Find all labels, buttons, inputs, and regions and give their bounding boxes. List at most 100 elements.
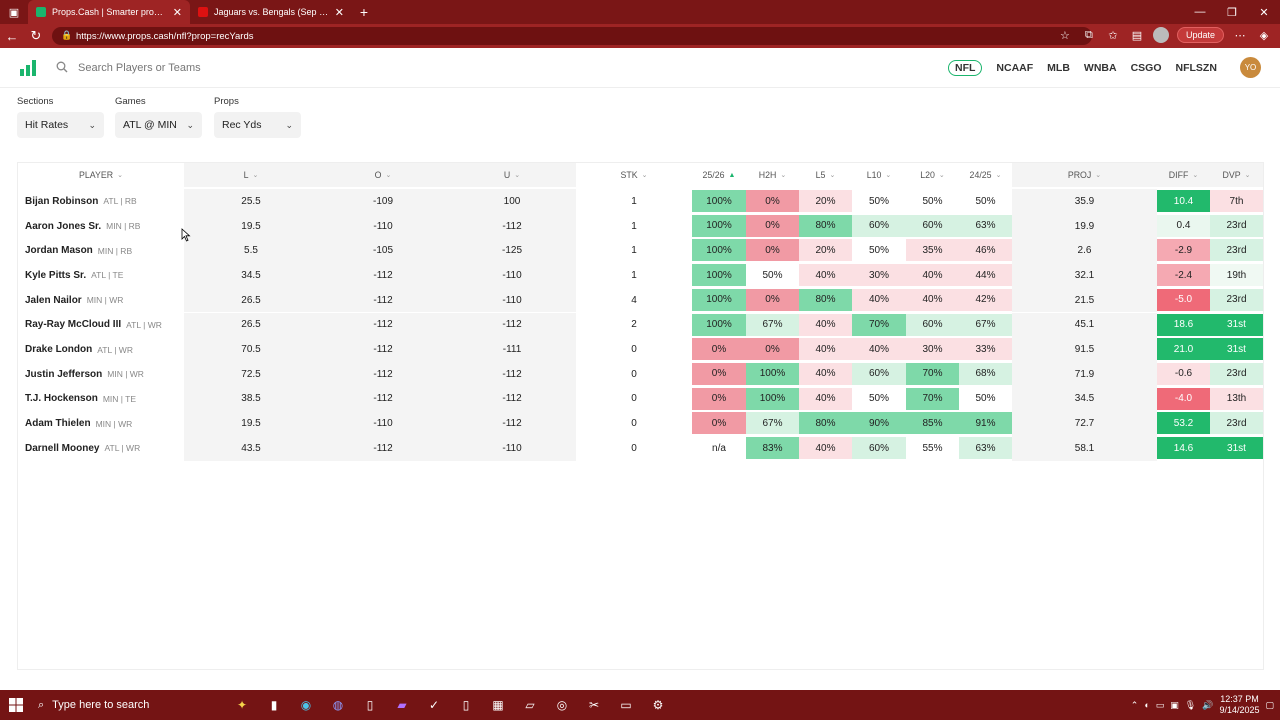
player-name[interactable]: Ray-Ray McCloud III (25, 319, 122, 331)
player-name[interactable]: Adam Thielen (25, 418, 91, 430)
header-projection[interactable]: PROJ ⌄ (1012, 163, 1157, 187)
header-diff[interactable]: DIFF ⌄ (1157, 163, 1210, 187)
settings-gear-icon[interactable]: ⚙ (652, 698, 664, 712)
table-row[interactable]: Ray-Ray McCloud III ATL | WR 26.5 -112 -112 2… (18, 312, 1263, 338)
capcut-icon[interactable]: ✂ (588, 698, 600, 712)
tab-jaguars-bengals[interactable]: Jaguars vs. Bengals (Sep 14, 2025 ✕ (190, 0, 352, 24)
red-app-icon[interactable]: ▮ (270, 698, 278, 712)
player-name[interactable]: Bijan Robinson (25, 195, 99, 207)
url-field[interactable]: 🔒 https://www.props.cash/nfl?prop=recYar… (52, 27, 1092, 45)
header-season-2425[interactable]: 24/25 ⌄ (959, 163, 1012, 187)
photos-icon[interactable]: ▦ (492, 698, 504, 712)
update-button[interactable]: Update (1176, 27, 1224, 43)
favorite-star-icon[interactable]: ☆ (1060, 29, 1070, 42)
table-row[interactable]: Kyle Pitts Sr. ATL | TE 34.5 -112 -110 1 100% 5… (18, 263, 1263, 288)
taskbar-search[interactable]: ⌕ Type here to search (32, 690, 222, 720)
table-row[interactable]: Drake London ATL | WR 70.5 -112 -111 0 0% 0% 40%… (18, 337, 1263, 362)
sections-select[interactable]: Hit Rates ⌄ (17, 112, 104, 138)
close-window-icon[interactable]: ✕ (1259, 6, 1269, 19)
notepad-icon[interactable]: ▱ (525, 698, 535, 712)
header-last10[interactable]: L10 ⌄ (852, 163, 906, 187)
player-name[interactable]: Justin Jefferson (25, 368, 103, 380)
league-wnba[interactable]: WNBA (1083, 62, 1117, 74)
clock[interactable]: 12:37 PM 9/14/2025 (1219, 694, 1259, 716)
player-name[interactable]: Drake London (25, 344, 93, 356)
cell-season-2425: 44% (959, 264, 1012, 287)
purple-app-icon[interactable]: ▰ (397, 698, 407, 712)
header-under-odds[interactable]: U ⌄ (448, 163, 576, 187)
new-tab-icon[interactable]: + (359, 4, 369, 20)
url-text: https://www.props.cash/nfl?prop=recYards (76, 30, 254, 42)
refresh-icon[interactable]: ↻ (30, 28, 42, 43)
league-nflszn[interactable]: NFLSZN (1175, 62, 1217, 74)
header-h2h[interactable]: H2H ⌄ (746, 163, 799, 187)
chrome-icon[interactable]: ◎ (556, 698, 568, 712)
profile-avatar-icon[interactable] (1152, 27, 1169, 43)
table-row[interactable]: Aaron Jones Sr. MIN | RB 19.5 -110 -112 1 100%… (18, 213, 1263, 239)
table-row[interactable]: Darnell Mooney ATL | WR 43.5 -112 -110 0 n/a 83… (18, 436, 1263, 461)
search-input[interactable] (78, 60, 318, 76)
header-line[interactable]: L ⌄ (184, 163, 318, 187)
table-row[interactable]: Jordan Mason MIN | RB 5.5 -105 -125 1 100% 0% 20… (18, 238, 1263, 264)
chevron-down-icon: ⌄ (88, 119, 96, 130)
copilot-icon[interactable]: ◈ (1259, 29, 1269, 42)
drive-icon[interactable]: ▣ (1170, 699, 1179, 710)
player-name[interactable]: Jordan Mason (25, 245, 93, 257)
user-avatar[interactable]: YO (1240, 57, 1261, 78)
discord-icon[interactable]: ◍ (332, 698, 344, 712)
league-csgo[interactable]: CSGO (1130, 62, 1162, 74)
player-name[interactable]: Kyle Pitts Sr. (25, 269, 87, 281)
favorites-icon[interactable]: ✩ (1108, 29, 1118, 42)
table-row[interactable]: T.J. Hockenson MIN | TE 38.5 -112 -112 0 0% 100… (18, 386, 1263, 412)
table-row[interactable]: Jalen Nailor MIN | WR 26.5 -112 -110 4 100% 0% 8… (18, 287, 1263, 313)
table-row[interactable]: Adam Thielen MIN | WR 19.5 -110 -112 0 0% 67% 80… (18, 411, 1263, 436)
speaker-icon[interactable]: 🔊 (1202, 699, 1214, 710)
more-options-icon[interactable]: ⋯ (1234, 29, 1246, 42)
collections-icon[interactable]: ▤ (1131, 29, 1143, 42)
header-season-2526[interactable]: 25/26 ▲ (692, 163, 746, 187)
extensions-icon[interactable]: ⧉ (1085, 28, 1093, 41)
props-select[interactable]: Rec Yds ⌄ (214, 112, 301, 138)
player-name[interactable]: Aaron Jones Sr. (25, 220, 102, 232)
league-ncaaf[interactable]: NCAAF (996, 62, 1034, 74)
document-icon[interactable]: ▯ (462, 698, 470, 712)
header-streak[interactable]: STK ⌄ (576, 163, 692, 187)
close-tab-icon[interactable]: ✕ (172, 6, 182, 19)
steam-icon[interactable]: ✓ (428, 698, 440, 712)
notifications-icon[interactable]: ▢ (1265, 699, 1274, 710)
folder-icon[interactable]: ▭ (620, 698, 632, 712)
network-icon[interactable]: ▭ (1155, 699, 1165, 710)
header-last20[interactable]: L20 ⌄ (906, 163, 959, 187)
header-label: L10 (866, 170, 882, 180)
tab-props-cash[interactable]: Props.Cash | Smarter prop bets. M ✕ (28, 0, 190, 24)
cell-streak: 0 (631, 393, 637, 405)
props-cash-logo-icon[interactable] (20, 60, 38, 76)
header-last5[interactable]: L5 ⌄ (799, 163, 852, 187)
windows-start-icon[interactable] (0, 690, 32, 720)
edge-icon[interactable]: ◉ (300, 698, 312, 712)
back-icon[interactable]: ← (5, 28, 19, 44)
tab-actions-icon[interactable]: ▣ (8, 6, 20, 19)
table-header: PLAYER ⌄ L ⌄ O ⌄ U ⌄ STK ⌄ 25/26 ▲ H2H ⌄ L5 ⌄ L10 ⌄ L20 ⌄ 24… (18, 163, 1263, 187)
cell-diff: -5.0 (1157, 288, 1210, 311)
league-nfl[interactable]: NFL (948, 60, 983, 76)
header-over-odds[interactable]: O ⌄ (318, 163, 448, 187)
maximize-icon[interactable]: ❐ (1227, 6, 1237, 19)
minimize-icon[interactable]: — (1194, 6, 1206, 18)
tray-app-icon[interactable]: ◐ (1144, 700, 1150, 710)
close-tab-icon[interactable]: ✕ (334, 6, 344, 19)
player-name[interactable]: T.J. Hockenson (25, 393, 98, 405)
games-select[interactable]: ATL @ MIN ⌄ (115, 112, 202, 138)
player-name[interactable]: Darnell Mooney (25, 442, 100, 454)
microphone-icon[interactable]: 🎙 (1184, 699, 1197, 710)
table-row[interactable]: Justin Jefferson MIN | WR 72.5 -112 -112 0 0% 1… (18, 361, 1263, 387)
chevron-up-icon[interactable]: ⌃ (1130, 699, 1139, 710)
header-player[interactable]: PLAYER ⌄ (18, 163, 184, 187)
file-icon[interactable]: ▯ (366, 698, 374, 712)
player-name[interactable]: Jalen Nailor (25, 294, 82, 306)
table-row[interactable]: Bijan Robinson ATL | RB 25.5 -109 100 1 100% 0%… (18, 189, 1263, 214)
header-dvp[interactable]: DVP ⌄ (1210, 163, 1263, 187)
cell-diff: 53.2 (1157, 412, 1210, 435)
league-mlb[interactable]: MLB (1047, 62, 1070, 74)
sparkle-widget-icon[interactable]: ✦ (236, 698, 248, 712)
